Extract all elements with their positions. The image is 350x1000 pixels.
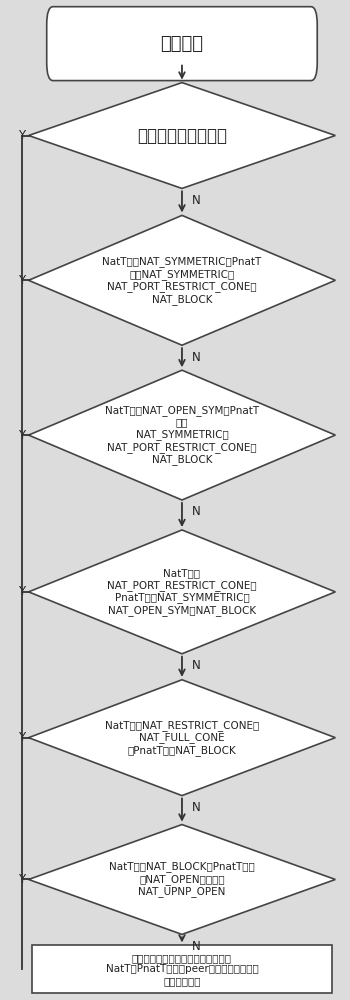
Text: Y: Y bbox=[18, 129, 25, 142]
Text: Y: Y bbox=[18, 585, 25, 598]
FancyBboxPatch shape bbox=[47, 7, 317, 81]
Text: Y: Y bbox=[18, 873, 25, 886]
Text: Y: Y bbox=[18, 274, 25, 287]
Text: N: N bbox=[191, 659, 200, 672]
Text: NatT等于NAT_OPEN_SYM且PnatT
等于
NAT_SYMMETRIC或
NAT_PORT_RESTRICT_CONE或
NAT_BLOCK: NatT等于NAT_OPEN_SYM且PnatT 等于 NAT_SYMMETRI… bbox=[105, 405, 259, 465]
Text: 开始过滤: 开始过滤 bbox=[160, 35, 203, 53]
Text: NatT等于
NAT_PORT_RESTRICT_CONE且
PnatT等于NAT_SYMMETRIC或
NAT_OPEN_SYM或NAT_BLOCK: NatT等于 NAT_PORT_RESTRICT_CONE且 PnatT等于NA… bbox=[107, 568, 257, 616]
Text: Y: Y bbox=[18, 429, 25, 442]
Polygon shape bbox=[29, 370, 335, 500]
Text: N: N bbox=[191, 801, 200, 814]
Text: 过滤成功，只要不是以上几种情况，
NatT与PnatT类型的peer就可以互相建立连
接，返回成功: 过滤成功，只要不是以上几种情况， NatT与PnatT类型的peer就可以互相建… bbox=[106, 953, 258, 986]
Bar bbox=[32, 945, 332, 993]
Polygon shape bbox=[29, 530, 335, 654]
Text: NatT等于NAT_SYMMETRIC且PnatT
等于NAT_SYMMETRIC或
NAT_PORT_RESTRICT_CONE或
NAT_BLOCK: NatT等于NAT_SYMMETRIC且PnatT 等于NAT_SYMMETRI… bbox=[102, 256, 261, 305]
Text: 种子节点是节点自身: 种子节点是节点自身 bbox=[137, 127, 227, 145]
Text: NatT等于NAT_BLOCK且PnatT不等
于NAT_OPEN且不等于
NAT_UPNP_OPEN: NatT等于NAT_BLOCK且PnatT不等 于NAT_OPEN且不等于 NA… bbox=[109, 862, 255, 897]
Text: N: N bbox=[191, 194, 200, 207]
Text: N: N bbox=[191, 940, 200, 953]
Text: N: N bbox=[191, 351, 200, 364]
Polygon shape bbox=[29, 83, 335, 188]
Text: Y: Y bbox=[18, 731, 25, 744]
Text: N: N bbox=[191, 505, 200, 518]
Text: NatT等于NAT_RESTRICT_CONE或
NAT_FULL_CONE
且PnatT等于NAT_BLOCK: NatT等于NAT_RESTRICT_CONE或 NAT_FULL_CONE 且… bbox=[105, 720, 259, 756]
Polygon shape bbox=[29, 215, 335, 345]
Polygon shape bbox=[29, 825, 335, 934]
Polygon shape bbox=[29, 680, 335, 796]
